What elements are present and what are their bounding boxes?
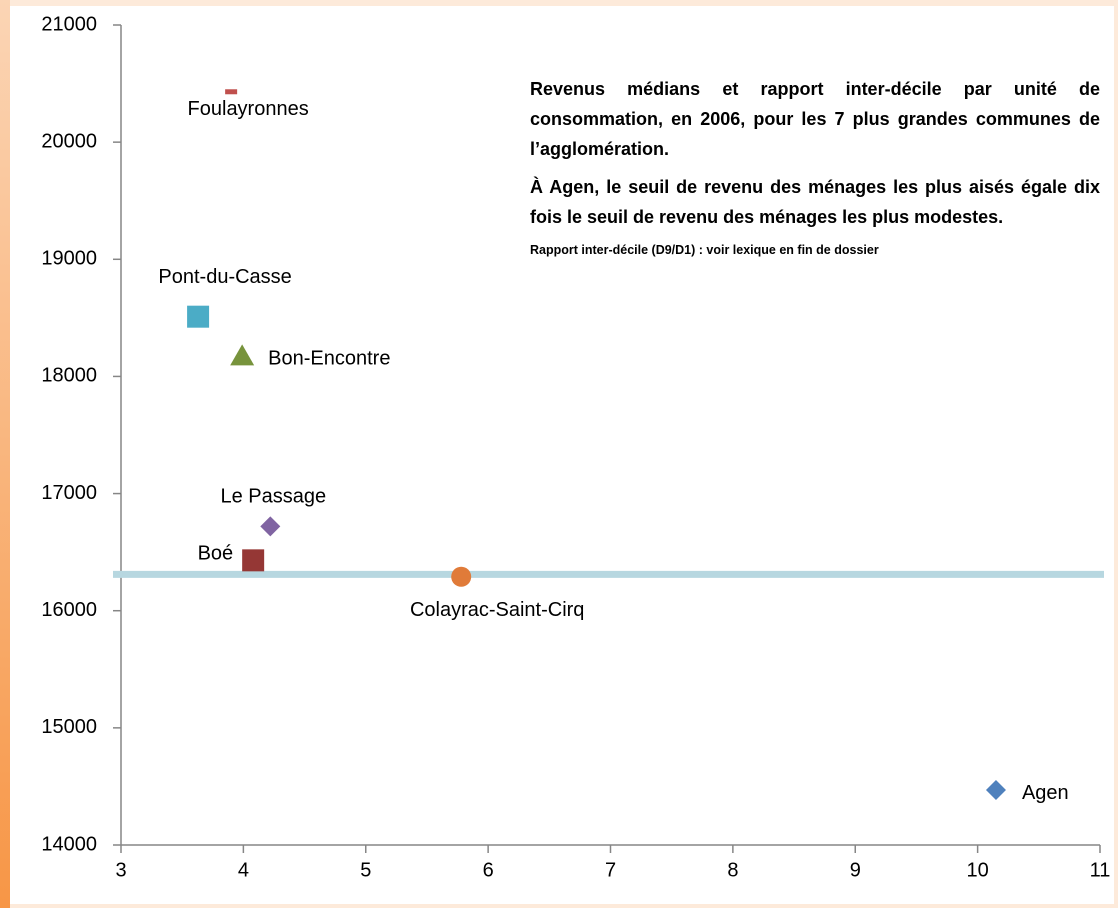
y-tick-label: 16000 <box>41 599 97 621</box>
x-tick-label: 4 <box>238 859 249 881</box>
point <box>187 305 210 328</box>
x-tick-label: 3 <box>115 859 126 881</box>
point-label: Agen <box>1022 782 1069 804</box>
point-label: Colayrac-Saint-Cirq <box>410 599 585 621</box>
point-label: Boé <box>198 543 234 565</box>
plot-background <box>10 6 1114 904</box>
annotation: À Agen, le seuil de revenu des ménages l… <box>530 177 1100 227</box>
point-label: Bon-Encontre <box>268 348 390 370</box>
x-tick-label: 8 <box>727 859 738 881</box>
y-tick-label: 15000 <box>41 716 97 738</box>
side-strip <box>0 0 10 908</box>
y-tick-label: 17000 <box>41 482 97 504</box>
x-tick-label: 6 <box>483 859 494 881</box>
annotation-box: Revenus médians et rapport inter-décile … <box>530 74 1100 268</box>
x-tick-label: 11 <box>1090 859 1111 881</box>
point-label: Pont-du-Casse <box>158 266 291 288</box>
point <box>985 779 1006 800</box>
point <box>225 89 238 95</box>
point-label: Foulayronnes <box>188 98 309 120</box>
y-tick-label: 18000 <box>41 365 97 387</box>
x-tick-label: 9 <box>850 859 861 881</box>
point <box>242 549 265 572</box>
annotation: Rapport inter-décile (D9/D1) : voir lexi… <box>530 243 879 257</box>
y-tick-label: 20000 <box>41 130 97 152</box>
y-tick-label: 14000 <box>41 833 97 855</box>
y-tick-label: 19000 <box>41 248 97 270</box>
x-tick-label: 5 <box>360 859 371 881</box>
annotation: Revenus médians et rapport inter-décile … <box>530 79 1100 159</box>
point <box>451 566 472 587</box>
point <box>260 516 281 537</box>
x-tick-label: 10 <box>967 859 989 881</box>
x-tick-label: 7 <box>605 859 616 881</box>
point <box>230 344 255 366</box>
y-tick-label: 21000 <box>41 13 97 35</box>
point-label: Le Passage <box>220 486 326 508</box>
